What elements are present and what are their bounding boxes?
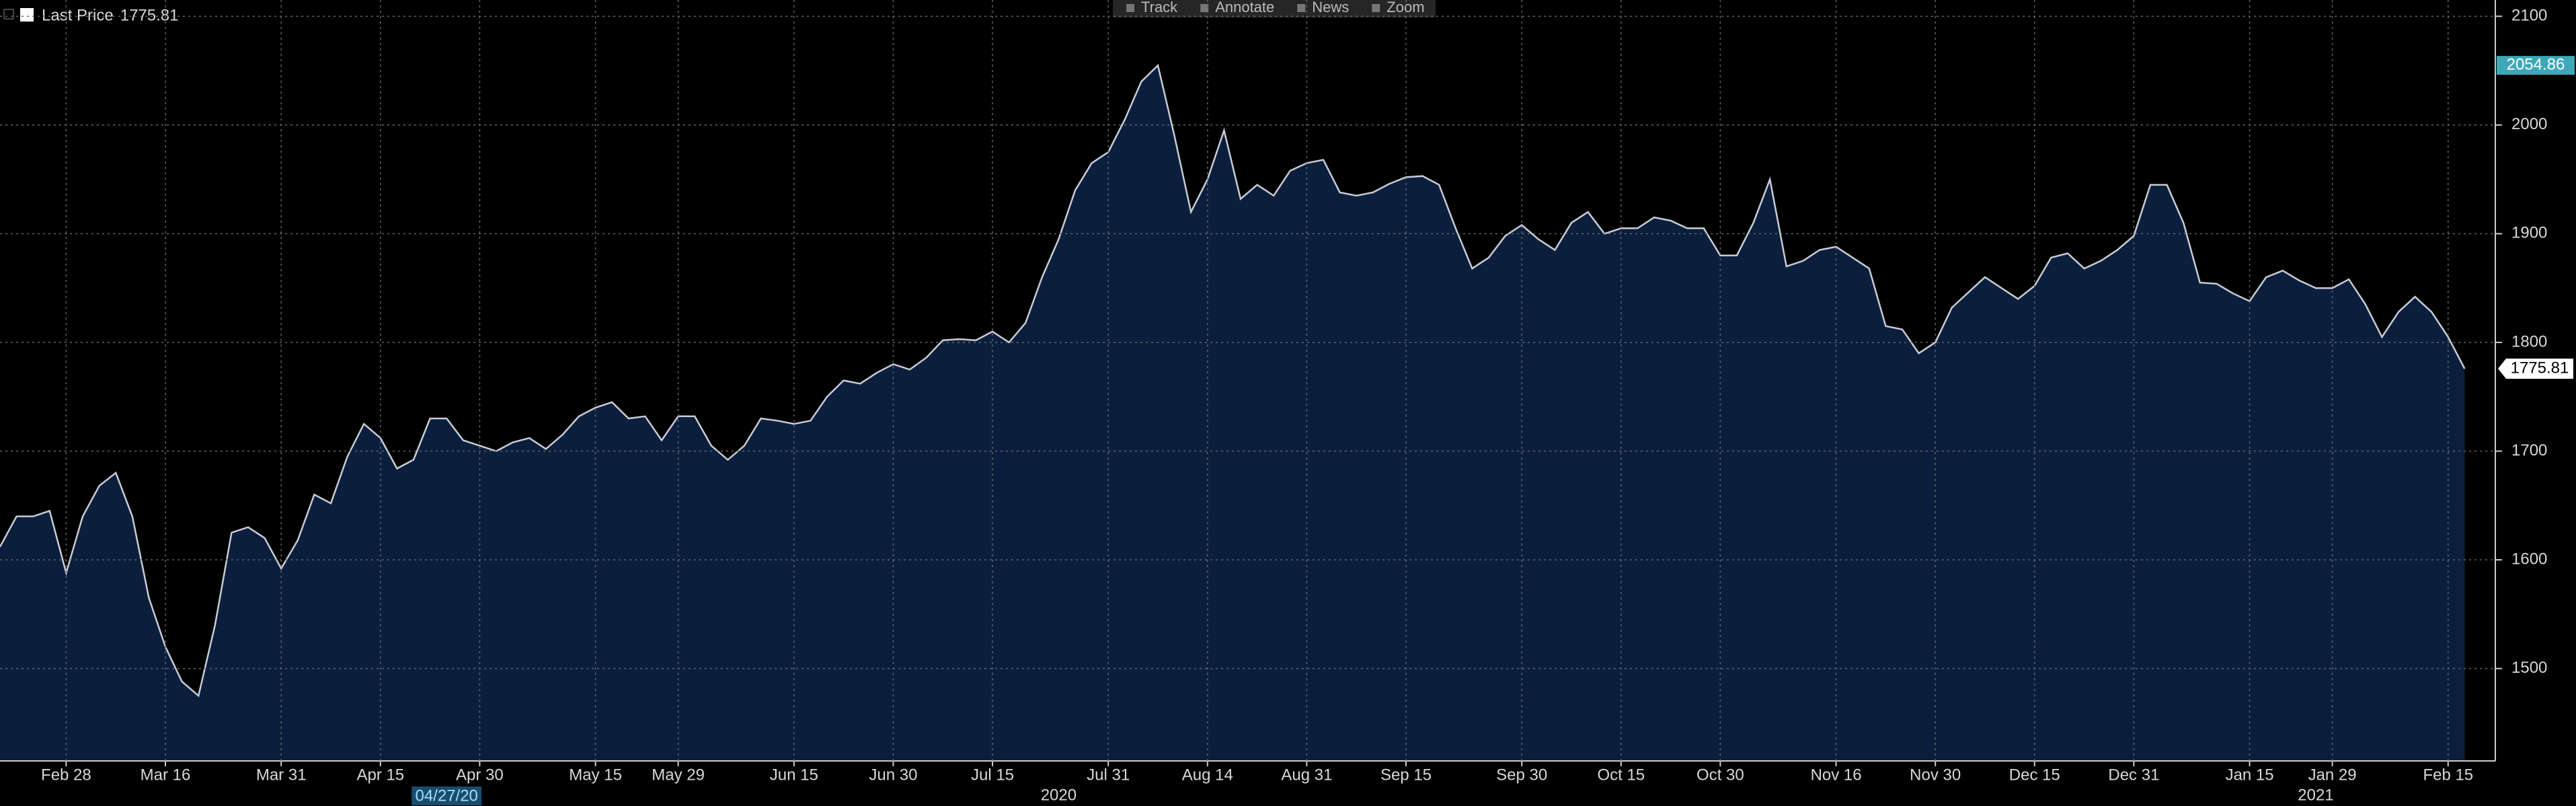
x-tick-label: May 29 <box>652 766 705 784</box>
legend-value: 1775.81 <box>120 6 179 24</box>
toolbar-button[interactable]: Zoom <box>1387 0 1424 15</box>
legend-swatch <box>20 8 34 22</box>
y-tick-label: 2100 <box>2511 7 2547 25</box>
last-marker-label: 1775.81 <box>2511 359 2569 377</box>
x-tick-label: Sep 15 <box>1380 766 1432 784</box>
y-tick-label: 1700 <box>2511 441 2547 460</box>
y-tick-label: 1500 <box>2511 659 2547 677</box>
x-tick-label: Feb 15 <box>2423 766 2473 784</box>
x-tick-label: Oct 15 <box>1597 766 1645 784</box>
legend-label: Last Price <box>42 6 114 24</box>
toolbar-button[interactable]: Annotate <box>1215 0 1274 15</box>
x-tick-label: Jan 29 <box>2308 766 2357 784</box>
x-tick-label: Dec 15 <box>2009 766 2060 784</box>
legend-toggle[interactable] <box>3 9 14 20</box>
x-tick-label: Jun 15 <box>770 766 818 784</box>
year-label: 2021 <box>2298 786 2333 804</box>
x-tick-label: Sep 30 <box>1496 766 1547 784</box>
y-tick-label: 1900 <box>2511 224 2547 242</box>
x-tick-label: Apr 15 <box>356 766 404 784</box>
cursor-label-box <box>412 786 482 805</box>
x-tick-label: Dec 31 <box>2108 766 2159 784</box>
toolbar-button[interactable]: Track <box>1141 0 1178 15</box>
x-tick-label: Aug 14 <box>1182 766 1233 784</box>
x-tick-label: Nov 30 <box>1910 766 1961 784</box>
x-tick-label: Nov 16 <box>1811 766 1862 784</box>
x-tick-label: Mar 16 <box>141 766 191 784</box>
x-tick-label: Jul 31 <box>1087 766 1130 784</box>
x-tick-label: Mar 31 <box>256 766 307 784</box>
toolbar-icon <box>1372 4 1380 12</box>
toolbar <box>1113 0 1436 17</box>
toolbar-button[interactable]: News <box>1312 0 1349 15</box>
toolbar-icon <box>1126 4 1134 12</box>
x-tick-label: Feb 28 <box>41 766 91 784</box>
x-tick-label: Jun 30 <box>869 766 917 784</box>
y-tick-label: 1600 <box>2511 550 2547 568</box>
x-tick-label: May 15 <box>569 766 622 784</box>
max-marker-label: 2054.86 <box>2507 56 2565 74</box>
x-tick-label: Jul 15 <box>971 766 1014 784</box>
y-tick-label: 1800 <box>2511 332 2547 351</box>
price-line <box>0 63 2466 698</box>
area <box>0 65 2465 762</box>
last-marker-box <box>2498 359 2573 379</box>
cursor-label: 04/27/20 <box>415 786 477 805</box>
year-label: 2020 <box>1041 786 1077 804</box>
x-tick-label: Oct 30 <box>1696 766 1744 784</box>
x-tick-label: Jan 15 <box>2226 766 2274 784</box>
max-marker-box <box>2497 56 2575 75</box>
toolbar-icon <box>1297 4 1306 12</box>
x-tick-label: Aug 31 <box>1281 766 1332 784</box>
y-tick-label: 2000 <box>2511 115 2547 133</box>
x-tick-label: Apr 30 <box>456 766 504 784</box>
toolbar-icon <box>1200 4 1209 12</box>
